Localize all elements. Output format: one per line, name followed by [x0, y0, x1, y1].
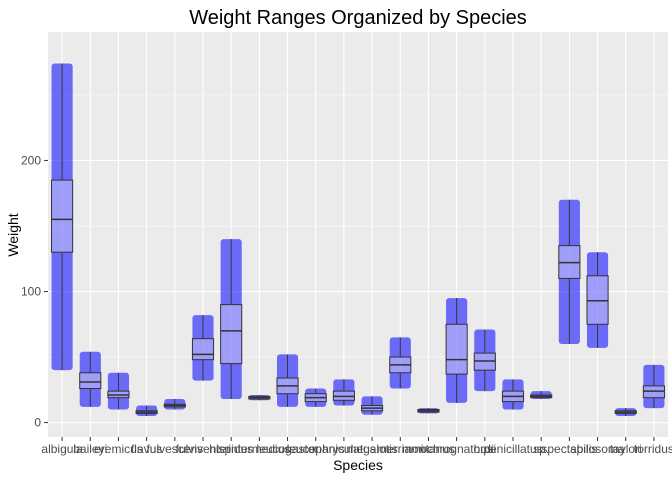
x-tick-label: montanus: [402, 442, 455, 456]
point-cloud: [192, 315, 214, 381]
x-tick-label: baileyi: [73, 442, 107, 456]
x-tick-label: fulvescens: [146, 442, 203, 456]
x-tick-label: fulviventer: [176, 442, 231, 456]
x-tick-label: leucogaster: [257, 442, 319, 456]
point-cloud: [51, 63, 73, 371]
x-tick-label: spilosoma: [571, 442, 625, 456]
y-tick-label: 100: [21, 285, 41, 299]
box: [79, 372, 102, 390]
x-tick-label: penicillatus: [483, 442, 542, 456]
point-cloud: [389, 337, 411, 389]
chart-title: Weight Ranges Organized by Species: [189, 7, 527, 29]
box: [220, 304, 243, 365]
point-cloud: [558, 199, 580, 344]
y-tick-label: 0: [34, 416, 41, 430]
box: [51, 179, 74, 253]
x-tick-label: megalotis: [346, 442, 397, 456]
point-cloud: [79, 351, 101, 407]
point-cloud: [220, 239, 242, 399]
x-tick-label: spectabilis: [541, 442, 597, 456]
x-tick-label: leucophrys: [287, 442, 345, 456]
point-cloud: [333, 379, 355, 406]
x-tick-label: flavus: [131, 442, 162, 456]
x-tick-label: ordii: [473, 442, 496, 456]
x-tick-label: maniculatus: [312, 442, 376, 456]
x-tick-label: albigula: [41, 442, 83, 456]
x-tick-label: merriami: [377, 442, 424, 456]
y-tick-label: 200: [21, 153, 41, 167]
grid: [48, 32, 668, 437]
x-tick-label: torridus: [634, 442, 672, 456]
x-tick-label: eremicus: [94, 442, 143, 456]
x-axis-title: Species: [333, 457, 383, 473]
x-tick-label: sp.: [533, 442, 549, 456]
box: [191, 338, 215, 361]
marks: [51, 63, 665, 417]
x-tick-label: taylori: [610, 442, 642, 456]
box: [445, 323, 468, 375]
x-tick-label: intermedius: [228, 442, 290, 456]
x-tick-label: hispidus: [209, 442, 253, 456]
x-tick-label: ochrognathus: [420, 442, 493, 456]
y-axis-title: Weight: [5, 213, 21, 256]
